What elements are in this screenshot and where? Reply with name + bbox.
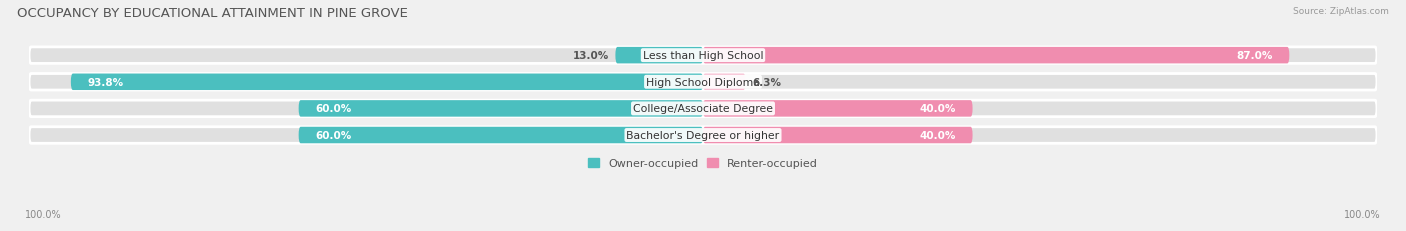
Text: 93.8%: 93.8% xyxy=(87,77,124,87)
Text: 6.3%: 6.3% xyxy=(752,77,782,87)
FancyBboxPatch shape xyxy=(30,74,1376,91)
Text: 60.0%: 60.0% xyxy=(315,104,352,114)
Text: 87.0%: 87.0% xyxy=(1236,51,1272,61)
FancyBboxPatch shape xyxy=(70,74,703,91)
Text: 40.0%: 40.0% xyxy=(920,104,956,114)
Text: Less than High School: Less than High School xyxy=(643,51,763,61)
Text: OCCUPANCY BY EDUCATIONAL ATTAINMENT IN PINE GROVE: OCCUPANCY BY EDUCATIONAL ATTAINMENT IN P… xyxy=(17,7,408,20)
Text: High School Diploma: High School Diploma xyxy=(647,77,759,87)
Text: 100.0%: 100.0% xyxy=(1344,210,1381,219)
FancyBboxPatch shape xyxy=(616,48,703,64)
Text: 13.0%: 13.0% xyxy=(572,51,609,61)
Legend: Owner-occupied, Renter-occupied: Owner-occupied, Renter-occupied xyxy=(583,154,823,173)
FancyBboxPatch shape xyxy=(298,101,703,117)
FancyBboxPatch shape xyxy=(703,48,1289,64)
FancyBboxPatch shape xyxy=(703,74,745,91)
Text: 40.0%: 40.0% xyxy=(920,131,956,140)
Text: 60.0%: 60.0% xyxy=(315,131,352,140)
FancyBboxPatch shape xyxy=(703,101,973,117)
FancyBboxPatch shape xyxy=(30,48,1376,64)
Text: Bachelor's Degree or higher: Bachelor's Degree or higher xyxy=(627,131,779,140)
FancyBboxPatch shape xyxy=(30,127,1376,144)
FancyBboxPatch shape xyxy=(703,127,973,144)
FancyBboxPatch shape xyxy=(30,101,1376,117)
Text: Source: ZipAtlas.com: Source: ZipAtlas.com xyxy=(1294,7,1389,16)
Text: College/Associate Degree: College/Associate Degree xyxy=(633,104,773,114)
Text: 100.0%: 100.0% xyxy=(25,210,62,219)
FancyBboxPatch shape xyxy=(298,127,703,144)
